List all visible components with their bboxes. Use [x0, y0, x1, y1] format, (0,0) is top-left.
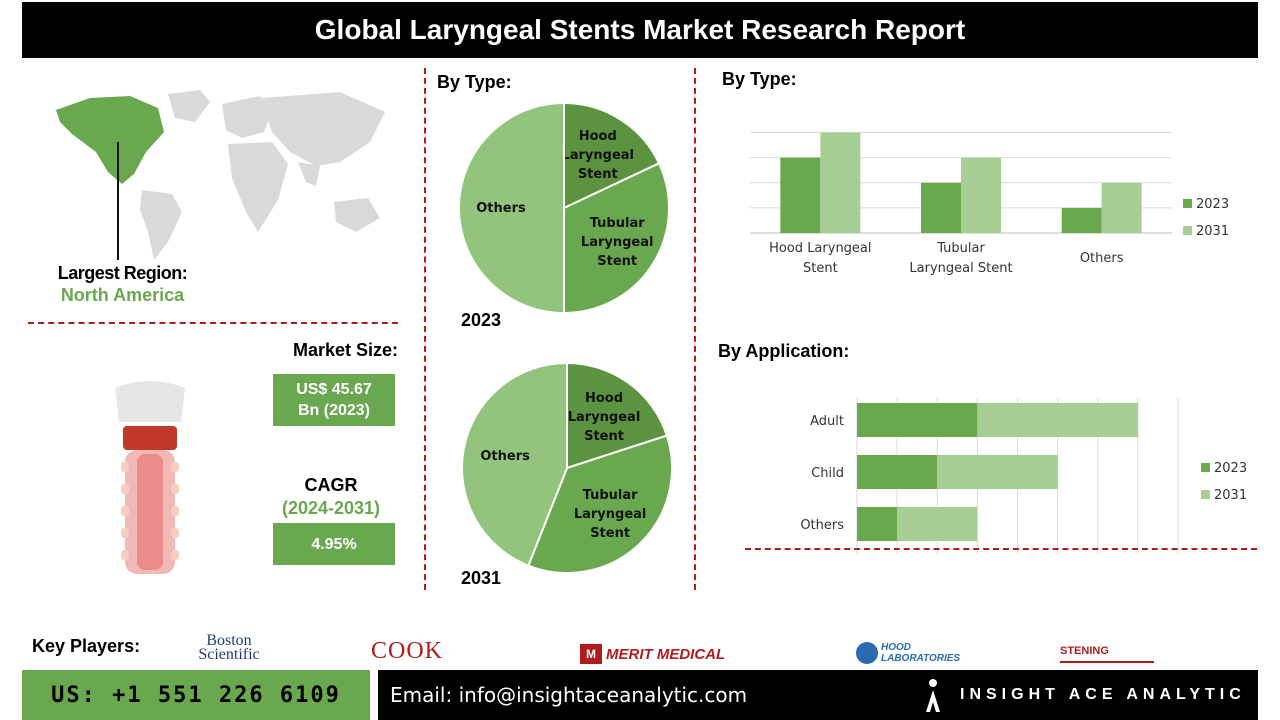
hood-mark-icon: [856, 642, 878, 664]
region-pointer: [117, 142, 119, 260]
pie-chart-2023: Hood Laryngeal Stent Tubular Laryngeal Stent O…: [458, 101, 670, 315]
bar-2023: [857, 455, 938, 489]
legend-label-2023: 2023: [1196, 197, 1229, 212]
cagr-label: CAGR: [304, 475, 358, 495]
bar-2023: [857, 403, 978, 437]
pie-chart-2031: Hood Laryngeal Stent Tubular Laryngeal Stent O…: [461, 361, 673, 574]
logo-stening: STENING: [1060, 645, 1154, 663]
bar-2031: [897, 507, 978, 541]
bar-2031: [820, 132, 861, 233]
pie-slice-others: [458, 101, 565, 315]
divider-left: [28, 322, 398, 324]
pie-section-title: By Type:: [437, 72, 512, 92]
footer-brand-text: INSIGHT ACE ANALYTIC: [960, 686, 1246, 703]
cagr-period: (2024-2031): [281, 498, 381, 518]
footer-brand: INSIGHT ACE ANALYTIC: [890, 670, 1258, 720]
logo-boston-scientific-text: Boston Scientific: [198, 632, 260, 663]
page-title: Global Laryngeal Stents Market Research …: [22, 2, 1258, 58]
bar-2031: [1101, 182, 1142, 233]
map-europe: [222, 96, 272, 138]
divider-right: [745, 548, 1257, 550]
x-tick-label: Others: [1080, 251, 1124, 266]
pie-slice-tubular-laryngeal-stent: [527, 434, 673, 574]
pie-label-hood-laryngeal-stent: Hood Laryngeal Stent: [568, 391, 641, 444]
bar-chart-by-type: Hood Laryngeal Stent Tubular Laryngeal Sten…: [750, 132, 1229, 276]
legend-label-2023: 2023: [1214, 461, 1247, 476]
y-tick-label: Adult: [810, 414, 844, 429]
legend-label-2031: 2031: [1196, 224, 1229, 239]
map-africa: [228, 142, 288, 232]
bar-2031: [977, 403, 1138, 437]
x-tick-label: Tubular Laryngeal Stent: [909, 241, 1012, 276]
logo-merit-medical: M MERIT MEDICAL: [580, 644, 725, 664]
legend-swatch-2031: [1201, 490, 1210, 499]
map-australia: [334, 198, 380, 232]
logo-hood-text: HOOD LABORATORIES: [881, 642, 961, 664]
legend-swatch-2023: [1201, 463, 1210, 472]
larynx-illustration: [115, 381, 185, 574]
pie-slice-hood-laryngeal-stent: [566, 361, 669, 470]
key-players-label: Key Players:: [32, 636, 141, 656]
largest-region-label: Largest Region:: [57, 263, 188, 283]
y-tick-label: Others: [800, 518, 844, 533]
divider-vertical-1: [424, 68, 426, 590]
merit-mark-icon: M: [580, 644, 602, 664]
logo-hood: HOOD LABORATORIES: [856, 642, 961, 664]
map-greenland: [168, 90, 210, 122]
bar-2031: [937, 455, 1058, 489]
bar-2023: [780, 157, 821, 233]
bar-app-section-title: By Application:: [718, 341, 850, 361]
y-tick-label: Child: [811, 466, 844, 481]
market-size-value-line1: US$ 45.67: [296, 381, 372, 398]
bar-2023: [857, 507, 898, 541]
map-south-america: [140, 190, 182, 260]
logo-cook: COOK: [371, 638, 444, 664]
pie-year-2031: 2031: [461, 568, 502, 588]
pie-slice-tubular-laryngeal-stent: [563, 161, 670, 315]
footer-email: Email: info@insightaceanalytic.com: [378, 670, 890, 720]
map-asia: [262, 92, 385, 166]
map-south-asia: [298, 162, 320, 186]
bar-type-section-title: By Type:: [722, 69, 797, 89]
pie-label-hood-laryngeal-stent: Hood Laryngeal Stent: [561, 129, 634, 182]
bar-chart-by-application: Adult Child Others 2023 2031: [800, 398, 1247, 554]
map-north-america: [56, 96, 164, 184]
logo-boston-scientific: Boston Scientific: [186, 632, 272, 663]
cagr-value: 4.95%: [273, 523, 395, 565]
brand-logo-icon: [922, 678, 944, 712]
market-size-label: Market Size:: [292, 340, 398, 360]
market-size-value: US$ 45.67 Bn (2023): [273, 374, 395, 426]
market-size-value-line2: Bn (2023): [297, 402, 371, 419]
pie-slice-others: [461, 361, 568, 567]
x-tick-label: Hood Laryngeal Stent: [769, 241, 871, 276]
pie-label-others: Others: [480, 449, 530, 464]
largest-region-value: North America: [60, 285, 185, 305]
pie-year-2023: 2023: [461, 310, 502, 330]
logo-merit-medical-text: MERIT MEDICAL: [606, 645, 726, 663]
bar-2023: [1061, 207, 1102, 233]
pie-label-tubular-laryngeal-stent: Tubular Laryngeal Stent: [574, 488, 647, 541]
bar-2023: [921, 182, 961, 233]
pie-label-others: Others: [476, 201, 526, 216]
legend-label-2031: 2031: [1214, 488, 1247, 503]
footer-phone: US: +1 551 226 6109: [22, 670, 370, 720]
world-map: [56, 90, 385, 260]
legend-swatch-2023: [1183, 199, 1192, 208]
pie-label-tubular-laryngeal-stent: Tubular Laryngeal Stent: [581, 216, 654, 269]
divider-vertical-2: [694, 68, 696, 590]
pie-slice-hood-laryngeal-stent: [563, 101, 661, 210]
bar-2031: [961, 157, 1001, 233]
legend-swatch-2031: [1183, 226, 1192, 235]
